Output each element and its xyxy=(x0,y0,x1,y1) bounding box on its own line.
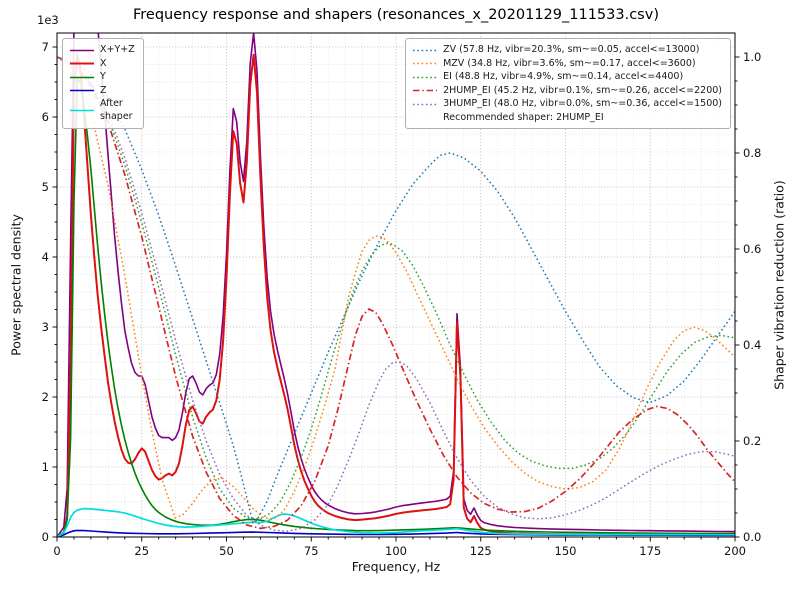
chart-title: Frequency response and shapers (resonanc… xyxy=(133,7,659,23)
svg-text:0.6: 0.6 xyxy=(743,242,761,256)
svg-text:0: 0 xyxy=(42,530,49,544)
y-axis-label-left: Power spectral density xyxy=(8,214,24,356)
svg-text:2: 2 xyxy=(42,390,49,404)
svg-text:200: 200 xyxy=(724,544,746,558)
svg-text:175: 175 xyxy=(639,544,661,558)
svg-text:1: 1 xyxy=(42,460,49,474)
svg-text:3: 3 xyxy=(42,320,49,334)
svg-text:125: 125 xyxy=(470,544,492,558)
svg-text:6: 6 xyxy=(42,110,49,124)
svg-text:50: 50 xyxy=(219,544,234,558)
svg-text:0: 0 xyxy=(53,544,60,558)
svg-text:100: 100 xyxy=(385,544,407,558)
svg-text:7: 7 xyxy=(42,40,49,54)
svg-text:0.4: 0.4 xyxy=(743,338,761,352)
svg-text:75: 75 xyxy=(304,544,319,558)
svg-text:0.8: 0.8 xyxy=(743,146,761,160)
svg-text:25: 25 xyxy=(134,544,149,558)
y-axis-label-right: Shaper vibration reduction (ratio) xyxy=(771,180,787,390)
x-axis-label: Frequency, Hz xyxy=(351,559,441,574)
svg-text:4: 4 xyxy=(42,250,49,264)
svg-text:150: 150 xyxy=(555,544,577,558)
svg-text:5: 5 xyxy=(42,180,49,194)
y-axis-offset-text: 1e3 xyxy=(37,13,59,27)
svg-text:0.0: 0.0 xyxy=(743,530,761,544)
svg-text:0.2: 0.2 xyxy=(743,434,761,448)
svg-text:1.0: 1.0 xyxy=(743,50,761,64)
